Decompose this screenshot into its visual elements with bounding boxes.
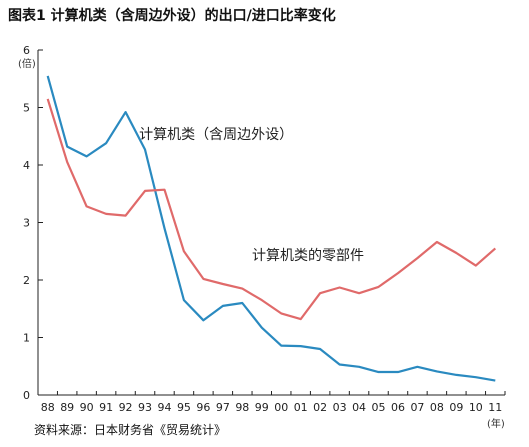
y-tick-label: 5 — [23, 102, 30, 115]
series-label-2: 计算机类的零部件 — [252, 248, 364, 264]
series-label-1: 计算机类（含周边外设） — [139, 127, 293, 143]
y-tick-label: 2 — [23, 274, 30, 287]
x-tick-label: 05 — [372, 401, 386, 414]
x-tick-label: 00 — [274, 401, 288, 414]
x-tick-label: 09 — [449, 401, 463, 414]
x-tick-label: 06 — [391, 401, 405, 414]
y-axis-unit: (倍) — [18, 59, 36, 70]
x-tick-label: 10 — [469, 401, 483, 414]
y-tick-label: 0 — [23, 389, 30, 402]
x-tick-label: 11 — [488, 401, 502, 414]
x-tick-label: 89 — [60, 401, 74, 414]
series-line-1 — [46, 75, 496, 382]
x-tick-label: 97 — [216, 401, 230, 414]
chart-title: 图表1 计算机类（含周边外设）的出口/进口比率变化 — [8, 8, 336, 24]
x-tick-label: 88 — [41, 401, 55, 414]
x-tick-label: 94 — [157, 401, 171, 414]
x-tick-label: 90 — [80, 401, 94, 414]
x-tick-label: 01 — [294, 401, 308, 414]
x-tick-label: 91 — [99, 401, 113, 414]
source-note: 资料来源：日本财务省《贸易统计》 — [34, 423, 227, 437]
x-tick-label: 08 — [430, 401, 444, 414]
x-tick-label: 99 — [255, 401, 269, 414]
y-tick-label: 6 — [23, 44, 30, 57]
y-tick-label: 3 — [23, 217, 30, 230]
y-tick-label: 1 — [23, 332, 30, 345]
x-tick-label: 98 — [235, 401, 249, 414]
x-axis-unit: (年) — [487, 419, 505, 430]
x-tick-label: 93 — [138, 401, 152, 414]
x-tick-label: 95 — [177, 401, 191, 414]
x-tick-label: 02 — [313, 401, 327, 414]
y-tick-label: 4 — [23, 159, 30, 172]
x-tick-label: 96 — [196, 401, 210, 414]
x-tick-label: 92 — [119, 401, 133, 414]
x-tick-label: 07 — [410, 401, 424, 414]
x-tick-label: 04 — [352, 401, 366, 414]
series-line-2 — [46, 98, 497, 321]
x-tick-label: 03 — [333, 401, 347, 414]
